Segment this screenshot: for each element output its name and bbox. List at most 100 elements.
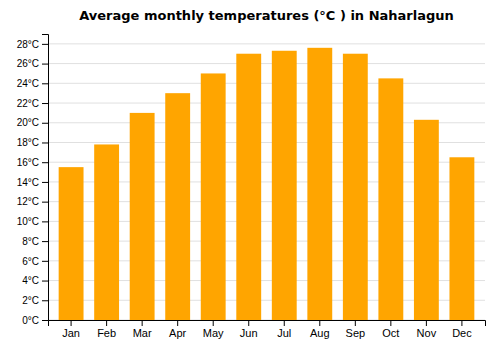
tick-label: Oct [382, 327, 399, 339]
tick: Mar [133, 320, 152, 339]
bar [59, 167, 84, 320]
tick-mark [284, 320, 285, 326]
y-axis: 0°C 2°C 4°C 6°C 8°C 10°C 12°C 14°C 16°C 18°C 20°C 2… [17, 35, 49, 326]
tick-mark [390, 320, 391, 326]
tick-label: 22°C [17, 98, 39, 109]
bar [201, 73, 226, 320]
tick-mark [42, 162, 48, 163]
tick: Sep [346, 320, 366, 339]
grid-line [48, 83, 485, 84]
tick-label: 10°C [17, 216, 39, 227]
tick: Oct [382, 320, 399, 339]
tick-mark [42, 300, 48, 301]
tick-label: 20°C [17, 117, 39, 128]
tick-label: Jan [62, 327, 80, 339]
tick-label: Dec [452, 327, 472, 339]
axis-line [42, 35, 49, 321]
tick-mark [177, 320, 178, 326]
tick-label: 26°C [17, 58, 39, 69]
grid-line [48, 63, 485, 64]
chart: Jan Feb Mar Apr May Jun Jul Aug Sep Oct Nov Dec 0°C 2… [0, 0, 500, 350]
title: Average monthly temperatures (°C ) in Na… [79, 8, 454, 23]
tick-mark [71, 320, 72, 326]
tick-label: Jul [277, 327, 291, 339]
tick: Aug [310, 320, 330, 339]
tick: 12°C [17, 196, 48, 207]
tick-label: 16°C [17, 157, 39, 168]
tick: Feb [97, 320, 116, 339]
tick: 4°C [22, 275, 48, 286]
tick-label: 8°C [22, 236, 39, 247]
tick: 26°C [17, 58, 48, 69]
tick-mark [42, 83, 48, 84]
grid-line [48, 103, 485, 104]
tick-mark [42, 202, 48, 203]
tick: 2°C [22, 295, 48, 306]
tick: 22°C [17, 98, 48, 109]
bar [165, 93, 190, 320]
tick-mark [42, 103, 48, 104]
tick: Jun [240, 320, 258, 339]
grid [48, 44, 485, 320]
tick-mark [319, 320, 320, 326]
tick-label: 6°C [22, 256, 39, 267]
tick-mark [42, 281, 48, 282]
tick-mark [461, 320, 462, 326]
bar [378, 78, 403, 320]
tick-mark [42, 261, 48, 262]
tick-label: 18°C [17, 137, 39, 148]
tick-label: Aug [310, 327, 330, 339]
tick-label: 14°C [17, 177, 39, 188]
tick: 18°C [17, 137, 48, 148]
tick-label: Feb [97, 327, 116, 339]
tick-mark [248, 320, 249, 326]
tick: 0°C [22, 315, 48, 326]
tick-mark [355, 320, 356, 326]
bar [130, 113, 155, 320]
tick: 14°C [17, 177, 48, 188]
tick-mark [213, 320, 214, 326]
tick-mark [42, 182, 48, 183]
tick: 8°C [22, 236, 48, 247]
tick: 20°C [17, 117, 48, 128]
tick-mark [142, 320, 143, 326]
tick-mark [42, 241, 48, 242]
bars [59, 48, 475, 320]
tick: 10°C [17, 216, 48, 227]
axis-line [49, 321, 486, 327]
tick-label: Jun [240, 327, 258, 339]
bar [272, 51, 297, 320]
tick-label: Apr [169, 327, 186, 339]
bar [94, 144, 119, 320]
bar [414, 120, 439, 320]
bar [343, 54, 368, 320]
tick-mark [42, 221, 48, 222]
tick-mark [42, 44, 48, 45]
tick-label: Mar [133, 327, 152, 339]
tick: 6°C [22, 256, 48, 267]
tick: May [203, 320, 224, 339]
tick-label: 4°C [22, 275, 39, 286]
tick-mark [42, 320, 48, 321]
tick-label: 12°C [17, 196, 39, 207]
tick: 28°C [17, 39, 48, 50]
tick: Jul [277, 320, 291, 339]
bar [307, 48, 332, 320]
bar [236, 54, 261, 320]
tick-mark [42, 64, 48, 65]
plot: Jan Feb Mar Apr May Jun Jul Aug Sep Oct Nov Dec 0°C 2… [17, 35, 486, 339]
tick-mark [106, 320, 107, 326]
tick-mark [42, 142, 48, 143]
tick: Nov [417, 320, 437, 339]
x-axis: Jan Feb Mar Apr May Jun Jul Aug Sep Oct Nov Dec [49, 320, 486, 339]
tick: Dec [452, 320, 472, 339]
tick-label: Sep [346, 327, 366, 339]
tick-label: Nov [417, 327, 437, 339]
tick: 24°C [17, 78, 48, 89]
tick-mark [426, 320, 427, 326]
grid-line [48, 43, 485, 44]
tick-label: 24°C [17, 78, 39, 89]
tick-label: May [203, 327, 224, 339]
tick: Apr [169, 320, 186, 339]
tick-label: 28°C [17, 39, 39, 50]
